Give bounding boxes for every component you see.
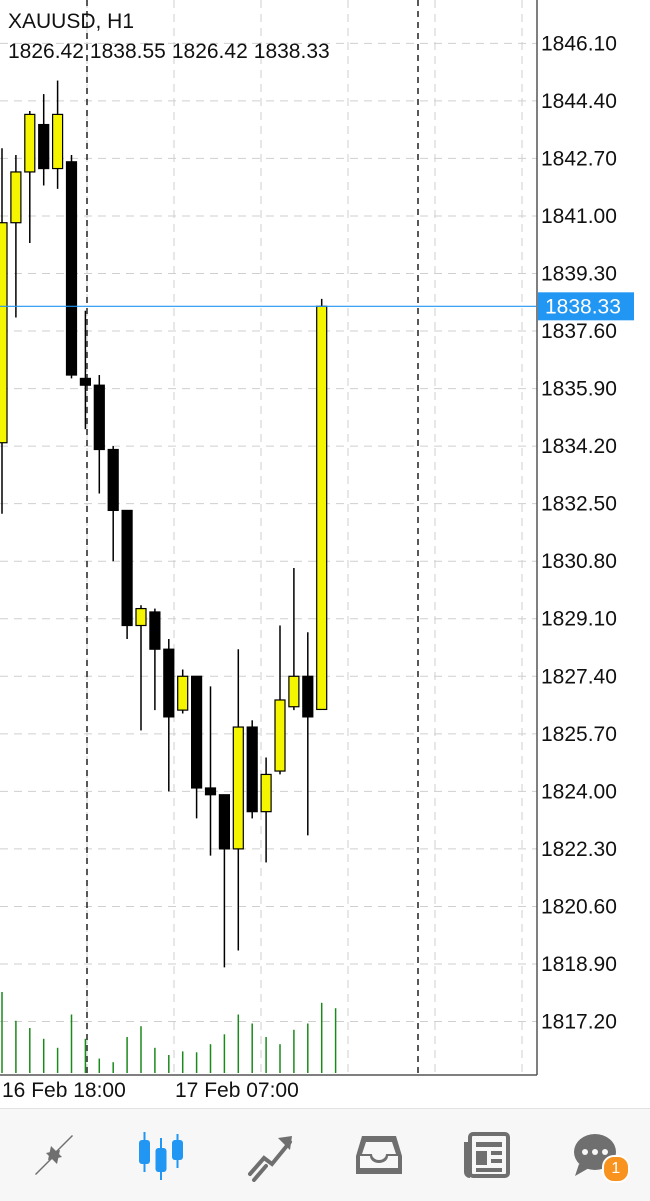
trade-trend-icon	[247, 1136, 292, 1182]
ohlc-values: 1826.42 1838.55 1826.42 1838.33	[8, 40, 336, 64]
candles	[0, 80, 328, 968]
candle-body	[218, 794, 230, 850]
news-icon	[464, 1132, 511, 1178]
symbol-title: XAUUSD, H1	[8, 10, 135, 33]
candle-body	[24, 113, 36, 173]
quotes-arrows-icon	[35, 1135, 74, 1175]
price-tick-label: 1846.10	[541, 32, 617, 55]
period-separators	[86, 0, 419, 1075]
volume-bars	[1, 992, 337, 1073]
price-tick-label: 1841.00	[541, 205, 617, 228]
price-axis: 1846.10 1844.40 1842.70 1841.00 1839.30 1837.…	[0, 0, 617, 1076]
candle-body	[191, 675, 203, 789]
price-tick-label: 1818.90	[541, 953, 617, 976]
ohlc-low: 1826.42	[171, 40, 248, 63]
price-tick-label: 1839.30	[541, 262, 617, 285]
candlestick-chart-icon	[139, 1132, 184, 1180]
candle-body	[177, 675, 189, 711]
candle-body	[316, 305, 328, 711]
current-price-label: 1838.33	[545, 295, 621, 318]
candle-body	[288, 675, 300, 708]
chart-grid	[0, 0, 537, 1075]
candle-body	[65, 161, 78, 376]
notification-badge: 1	[601, 1155, 630, 1183]
ohlc-high: 1838.55	[89, 40, 166, 63]
tab-history[interactable]	[339, 1115, 419, 1195]
candle-body	[79, 377, 92, 386]
time-tick-label: 17 Feb 07:00	[175, 1079, 299, 1102]
candle-body	[0, 222, 8, 444]
price-tick-label: 1834.20	[541, 435, 617, 458]
candle-body	[51, 113, 64, 170]
price-tick-label: 1832.50	[541, 493, 617, 516]
candle-body	[204, 787, 217, 796]
tab-quotes[interactable]	[14, 1115, 94, 1195]
current-price-tag	[538, 292, 634, 321]
candle-body	[163, 648, 175, 718]
price-tick-label: 1824.00	[541, 780, 617, 803]
tab-news[interactable]	[447, 1115, 527, 1195]
candle-body	[274, 699, 286, 772]
candle-body	[107, 448, 119, 512]
candle-body	[10, 171, 22, 224]
candle-body	[246, 726, 258, 813]
candle-body	[93, 384, 105, 451]
price-tick-label: 1820.60	[541, 895, 617, 918]
price-tick-label: 1827.40	[541, 665, 617, 688]
price-tick-label: 1844.40	[541, 90, 617, 113]
history-tray-icon	[356, 1136, 403, 1174]
candle-body	[149, 611, 161, 650]
candle-body	[135, 607, 147, 627]
price-tick-label: 1829.10	[541, 608, 617, 631]
ohlc-close: 1838.33	[253, 40, 330, 63]
price-tick-label: 1822.30	[541, 838, 617, 861]
candle-body	[38, 123, 50, 170]
tab-chart[interactable]	[122, 1115, 202, 1195]
price-tick-label: 1830.80	[541, 550, 617, 573]
current-price-line: 1838.33	[0, 292, 634, 321]
candle-body	[121, 509, 133, 627]
candlestick-chart[interactable]: 1846.10 1844.40 1842.70 1841.00 1839.30 1837.…	[0, 0, 650, 1108]
candle-body	[232, 726, 244, 850]
time-axis: 16 Feb 18:00 17 Feb 07:00	[2, 1079, 299, 1102]
price-tick-label: 1837.60	[541, 320, 617, 343]
price-tick-label: 1817.20	[541, 1011, 617, 1034]
price-tick-label: 1825.70	[541, 723, 617, 746]
candle-body	[302, 675, 314, 718]
candle-body	[260, 773, 272, 813]
price-tick-label: 1835.90	[541, 378, 617, 401]
time-tick-label: 16 Feb 18:00	[2, 1079, 126, 1102]
tab-messages[interactable]: 1	[556, 1115, 636, 1195]
tab-trade[interactable]	[231, 1115, 311, 1195]
ohlc-open: 1826.42	[8, 40, 84, 63]
bottom-toolbar: 1	[0, 1108, 650, 1201]
chart-area[interactable]: 1846.10 1844.40 1842.70 1841.00 1839.30 1837.…	[0, 0, 650, 1108]
price-tick-label: 1842.70	[541, 147, 617, 170]
